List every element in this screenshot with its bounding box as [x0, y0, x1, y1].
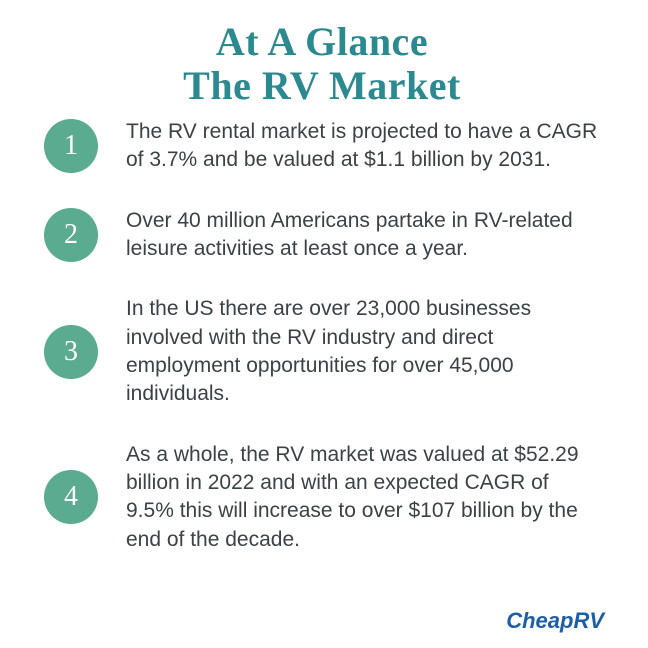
page-title: At A Glance The RV Market	[44, 20, 600, 108]
number-badge: 3	[44, 325, 98, 379]
number-badge: 4	[44, 470, 98, 524]
badge-number: 2	[64, 219, 78, 251]
fact-list: 1 The RV rental market is projected to h…	[44, 118, 600, 554]
list-item: 3 In the US there are over 23,000 busine…	[44, 295, 600, 408]
badge-number: 4	[64, 481, 78, 513]
list-item: 2 Over 40 million Americans partake in R…	[44, 207, 600, 264]
item-text: In the US there are over 23,000 business…	[126, 295, 600, 408]
number-badge: 2	[44, 208, 98, 262]
badge-number: 3	[64, 336, 78, 368]
badge-number: 1	[64, 130, 78, 162]
title-line-1: At A Glance	[216, 19, 428, 64]
footer-brand: CheapRV	[506, 608, 604, 634]
list-item: 4 As a whole, the RV market was valued a…	[44, 441, 600, 554]
item-text: Over 40 million Americans partake in RV-…	[126, 207, 600, 264]
item-text: As a whole, the RV market was valued at …	[126, 441, 600, 554]
list-item: 1 The RV rental market is projected to h…	[44, 118, 600, 175]
number-badge: 1	[44, 119, 98, 173]
item-text: The RV rental market is projected to hav…	[126, 118, 600, 175]
title-line-2: The RV Market	[183, 63, 461, 108]
